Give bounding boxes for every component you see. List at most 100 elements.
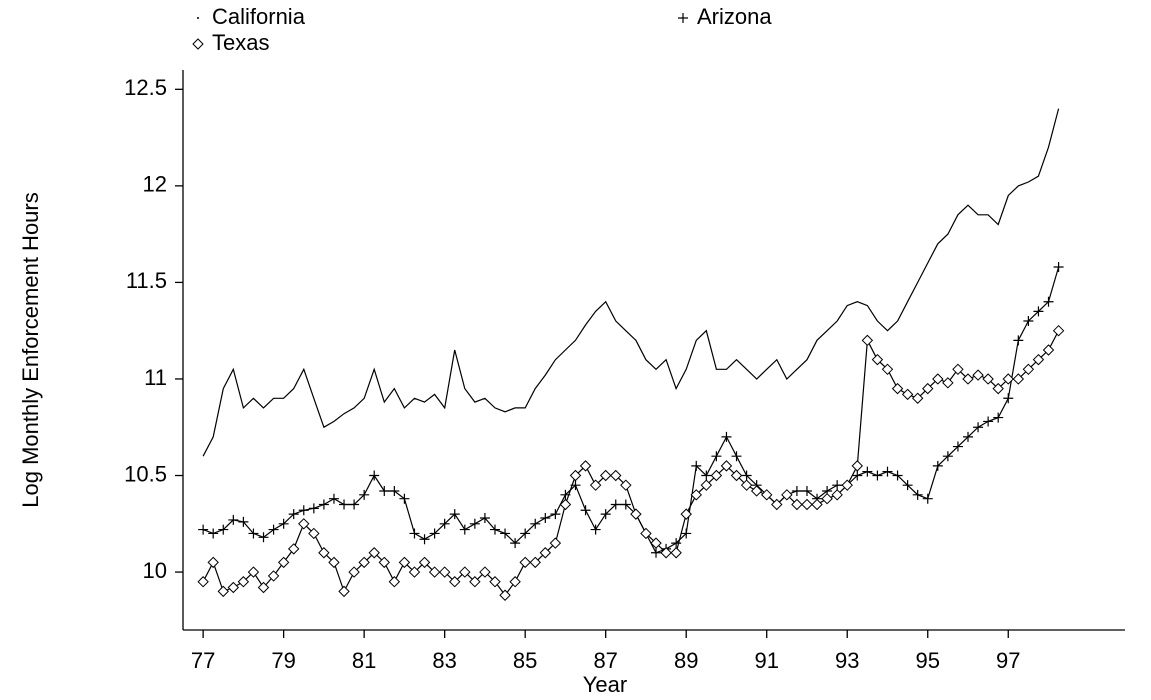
point-marker <box>408 566 421 578</box>
point-marker <box>589 479 602 491</box>
point-marker <box>1003 393 1014 404</box>
x-tick-label: 87 <box>593 648 617 673</box>
point-marker <box>248 528 259 539</box>
point-marker <box>660 547 672 559</box>
point-marker <box>539 547 552 559</box>
y-tick-label: 10.5 <box>124 461 167 486</box>
point-marker <box>841 479 853 491</box>
point-marker <box>741 470 752 481</box>
point-marker <box>550 509 561 520</box>
point-marker <box>750 485 763 497</box>
x-tick-label: 97 <box>996 648 1020 673</box>
point-marker <box>590 524 601 535</box>
legend-marker <box>197 17 199 19</box>
point-marker <box>791 498 803 511</box>
point-marker <box>610 469 622 482</box>
point-marker <box>620 479 632 491</box>
point-marker <box>1033 306 1044 317</box>
point-marker <box>580 505 591 516</box>
point-marker <box>862 466 873 477</box>
point-marker <box>328 556 340 569</box>
y-tick-label: 11 <box>144 365 167 390</box>
point-marker <box>993 412 1004 423</box>
point-marker <box>318 547 330 559</box>
point-marker <box>338 585 350 598</box>
point-marker <box>1052 324 1065 337</box>
point-marker <box>1053 261 1064 272</box>
point-marker <box>569 469 582 482</box>
point-marker <box>389 485 400 496</box>
point-marker <box>1002 373 1014 385</box>
point-marker <box>902 480 913 491</box>
point-marker <box>287 543 300 555</box>
point-marker <box>318 499 329 510</box>
point-marker <box>992 382 1004 395</box>
point-marker <box>208 528 219 539</box>
point-marker <box>349 499 360 510</box>
point-marker <box>520 528 531 539</box>
point-marker <box>540 513 551 523</box>
point-marker <box>1042 344 1055 356</box>
point-marker <box>761 489 773 501</box>
point-marker <box>398 556 411 569</box>
point-marker <box>640 527 652 540</box>
point-marker <box>680 508 692 520</box>
point-marker <box>801 498 813 511</box>
point-marker <box>942 451 953 462</box>
point-marker <box>369 470 380 481</box>
point-marker <box>901 388 914 401</box>
point-marker <box>579 460 592 472</box>
point-marker <box>972 369 984 381</box>
x-axis-label: Year <box>583 672 627 697</box>
point-marker <box>831 489 843 501</box>
point-marker <box>278 518 289 529</box>
x-tick-label: 91 <box>754 648 778 673</box>
x-tick-label: 83 <box>432 648 456 673</box>
point-marker <box>720 460 733 472</box>
point-marker <box>1032 353 1045 366</box>
point-marker <box>982 373 994 385</box>
point-marker <box>359 489 370 500</box>
point-marker <box>510 538 521 549</box>
series-line <box>202 330 1060 597</box>
point-marker <box>651 547 662 558</box>
point-marker <box>388 576 401 588</box>
point-marker <box>892 470 903 481</box>
point-marker <box>218 524 229 535</box>
point-marker <box>559 498 572 511</box>
point-marker <box>911 392 924 404</box>
point-marker <box>198 524 209 535</box>
point-marker <box>701 470 712 481</box>
point-marker <box>449 509 460 520</box>
point-marker <box>1012 373 1025 385</box>
point-marker <box>630 508 642 520</box>
point-marker <box>228 514 239 525</box>
point-marker <box>690 489 702 501</box>
point-marker <box>711 451 722 462</box>
point-marker <box>700 479 713 491</box>
point-marker <box>459 524 470 535</box>
point-marker <box>378 556 390 569</box>
x-tick-label: 93 <box>835 648 859 673</box>
point-marker <box>832 480 843 491</box>
point-marker <box>368 547 380 559</box>
point-marker <box>962 373 974 385</box>
point-marker <box>489 524 500 535</box>
point-marker <box>549 537 562 549</box>
point-marker <box>298 518 310 530</box>
y-tick-label: 11.5 <box>126 268 167 293</box>
point-marker <box>973 422 984 433</box>
point-marker <box>519 556 531 569</box>
point-marker <box>227 581 240 594</box>
point-marker <box>449 576 461 588</box>
point-marker <box>419 534 430 545</box>
point-marker <box>479 566 491 578</box>
point-marker <box>681 528 692 539</box>
point-marker <box>851 460 864 472</box>
point-marker <box>207 556 219 569</box>
point-marker <box>288 509 299 520</box>
point-marker <box>479 513 490 523</box>
point-marker <box>781 489 793 501</box>
point-marker <box>1023 316 1034 327</box>
